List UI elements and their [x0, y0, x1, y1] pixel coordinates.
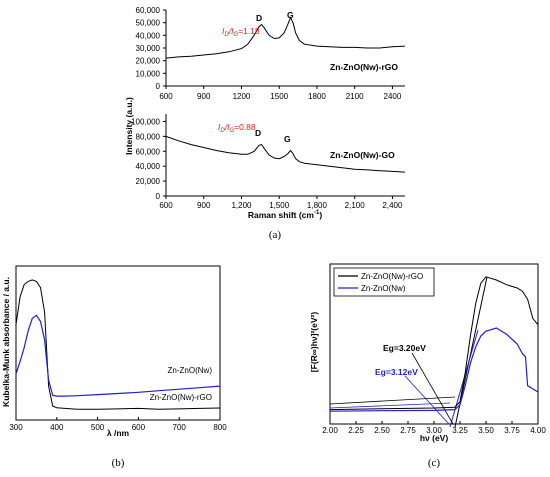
panel-a-ylabel: Intensity (a.u.) [124, 97, 134, 155]
eg-rgo-annotation: Eg=3.20eV [383, 343, 426, 353]
raman-bottom-label: Zn-ZnO(Nw)-GO [330, 150, 395, 160]
absorbance-rgo-series-line [15, 279, 221, 410]
panel-a-caption: (a) [269, 229, 282, 241]
raman-top-label: Zn-ZnO(Nw)-rGO [330, 62, 398, 72]
raman-bottom-plot: 0 20,000 40,000 60,000 80,000 100,000 600 900 1… [131, 114, 406, 210]
absorbance-xtick-label: 500 [91, 423, 105, 432]
raman-top-xtick-label: 2400 [384, 92, 402, 101]
raman-top-ytick-label: 0 [156, 82, 161, 91]
raman-top-xtick-label: 1200 [233, 92, 251, 101]
panel-b: Kubelka-Munk absorbance / a.u. 300 400 500… [1, 265, 227, 469]
raman-bottom-ratio: ID/IG=0.88 [218, 122, 256, 134]
raman-bottom-xtick-label: 900 [197, 201, 211, 210]
raman-bottom-xtick-label: 2,400 [382, 201, 403, 210]
tauc-xtick-label: 2.50 [374, 426, 390, 435]
raman-top-xtick-label: 600 [159, 92, 173, 101]
tauc-xtick-label: 2.25 [348, 426, 364, 435]
raman-top-series-line [165, 16, 406, 59]
tauc-rgo-baseline [329, 396, 456, 405]
eg-zno-pointer [404, 375, 450, 425]
raman-top-xtick-label: 900 [197, 92, 211, 101]
raman-bottom-ytick-label: 0 [156, 192, 161, 201]
absorbance-series-label-rgo: Zn-ZnO(Nw)-rGO [150, 393, 212, 402]
raman-bottom-xtick-label: 2,100 [345, 201, 366, 210]
raman-top-xtick-label: 1800 [308, 92, 326, 101]
raman-bottom-ytick-label: 20,000 [136, 177, 161, 186]
raman-bottom-peak-d: D [255, 128, 261, 138]
tauc-zno-series-line [329, 327, 539, 412]
tauc-xtick-label: 2.75 [400, 426, 416, 435]
raman-top-ytick-label: 10,000 [136, 69, 161, 78]
raman-bottom-ytick-label: 60,000 [136, 147, 161, 156]
absorbance-ylabel: Kubelka-Munk absorbance / a.u. [1, 277, 11, 407]
raman-top-ytick-label: 40,000 [136, 31, 161, 40]
panel-a: Intensity (a.u.) 0 10,000 20,000 30,000 40,0… [124, 6, 406, 241]
absorbance-zno-series-line [15, 314, 221, 397]
absorbance-xtick-label: 800 [213, 423, 227, 432]
legend-label-rgo: Zn-ZnO(Nw)-rGO [361, 272, 423, 281]
tauc-xtick-label: 3.00 [426, 426, 442, 435]
absorbance-xlabel: λ /nm [107, 428, 130, 438]
raman-top-ytick-label: 30,000 [136, 44, 161, 53]
absorbance-plot-frame [15, 265, 221, 421]
absorbance-xtick-label: 700 [173, 423, 187, 432]
tauc-xtick-label: 3.75 [504, 426, 520, 435]
absorbance-series-label-zno: Zn-ZnO(Nw) [168, 366, 213, 375]
raman-bottom-xtick-label: 600 [159, 201, 173, 210]
panel-c-caption: (c) [428, 457, 441, 469]
eg-zno-annotation: Eg=3.12eV [375, 367, 418, 377]
raman-top-plot: 0 10,000 20,000 30,000 40,000 50,000 60,000 60… [136, 6, 406, 101]
tauc-xtick-label: 3.25 [452, 426, 468, 435]
raman-top-xtick-label: 2100 [346, 92, 364, 101]
tauc-xlabel: hν (eV) [420, 433, 449, 443]
raman-bottom-xtick-label: 1,500 [269, 201, 290, 210]
tauc-rgo-series-line [329, 276, 539, 411]
raman-bottom-peak-g: G [284, 134, 291, 144]
raman-bottom-xtick-label: 1,200 [231, 201, 252, 210]
raman-top-ytick-label: 20,000 [136, 57, 161, 66]
raman-top-peak-g: G [287, 10, 294, 20]
absorbance-xtick-label: 300 [9, 423, 23, 432]
raman-bottom-series-line [165, 135, 406, 173]
raman-bottom-ytick-label: 100,000 [131, 117, 160, 126]
tauc-xtick-label: 3.50 [478, 426, 494, 435]
raman-top-ratio: ID/IG=1.18 [222, 26, 260, 38]
raman-top-ytick-label: 60,000 [136, 6, 161, 15]
tauc-legend [333, 267, 435, 297]
raman-top-xtick-label: 1500 [270, 92, 288, 101]
raman-bottom-ytick-label: 80,000 [136, 132, 161, 141]
raman-top-ytick-label: 50,000 [136, 19, 161, 28]
legend-label-zno: Zn-ZnO(Nw) [361, 284, 406, 293]
raman-bottom-xtick-label: 1,800 [307, 201, 328, 210]
tauc-ylabel: [F(R∞)hν]²(eV²) [309, 312, 319, 373]
raman-top-peak-d: D [256, 13, 262, 23]
raman-bottom-ytick-label: 40,000 [136, 162, 161, 171]
raman-xlabel: Raman shift (cm-1) [248, 210, 322, 220]
tauc-xtick-label: 2.00 [322, 426, 338, 435]
absorbance-xtick-label: 400 [50, 423, 64, 432]
panel-b-caption: (b) [112, 457, 125, 469]
absorbance-xtick-label: 600 [132, 423, 146, 432]
eg-rgo-pointer [411, 352, 454, 425]
tauc-xtick-label: 4.00 [530, 426, 546, 435]
panel-c: [F(R∞)hν]²(eV²) 2.00 2.25 2.50 2.75 3.00 3.25… [309, 263, 546, 469]
